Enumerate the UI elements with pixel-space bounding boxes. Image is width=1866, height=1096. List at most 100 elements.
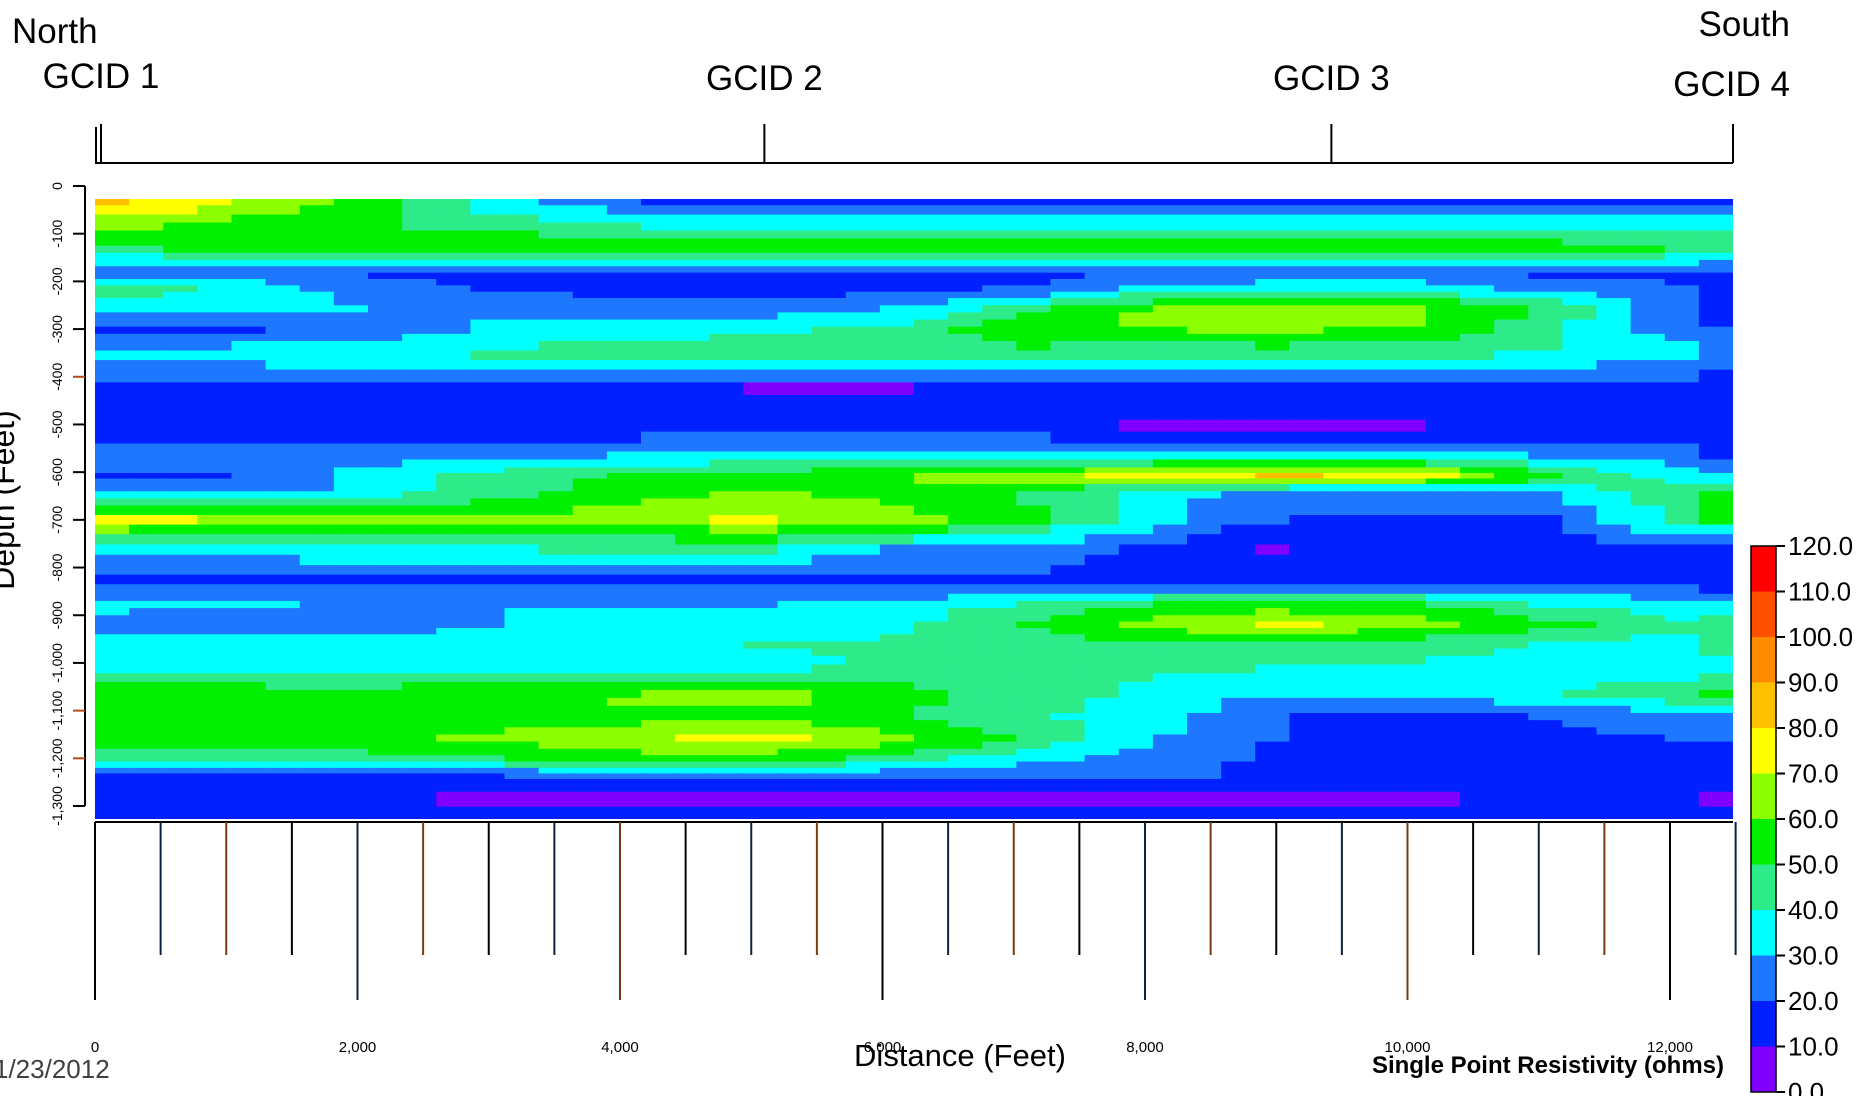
heatmap-cell (914, 326, 949, 335)
heatmap-cell (1698, 593, 1733, 602)
heatmap-cell (641, 491, 676, 499)
heatmap-cell (95, 472, 130, 480)
heatmap-cell (675, 382, 710, 396)
heatmap-cell (504, 608, 540, 616)
heatmap-cell (95, 727, 130, 736)
heatmap-cell (129, 720, 164, 728)
heatmap-cell (333, 778, 369, 786)
heatmap-cell (1630, 515, 1666, 526)
heatmap-cell (1221, 186, 1256, 196)
heatmap-cell (675, 259, 710, 267)
heatmap-cell (1221, 554, 1256, 566)
heatmap-cell (538, 472, 574, 480)
heatmap-cell (95, 285, 130, 293)
heatmap-cell (982, 305, 1017, 313)
heatmap-cell (709, 382, 744, 396)
heatmap-cell (1528, 350, 1563, 361)
heatmap-cell (1289, 491, 1325, 499)
heatmap-cell (1357, 524, 1393, 535)
heatmap-cell (811, 505, 847, 516)
heatmap-cell (538, 798, 574, 807)
heatmap-cell (1528, 734, 1563, 743)
heatmap-cell (845, 565, 881, 576)
heatmap-cell (1460, 491, 1495, 499)
heatmap-cell (777, 615, 813, 623)
heatmap-cell (845, 697, 881, 707)
heatmap-cell (1323, 312, 1359, 321)
heatmap-cell (265, 341, 301, 352)
heatmap-cell (1016, 350, 1052, 361)
heatmap-cell (1460, 407, 1495, 421)
heatmap-cell (811, 515, 847, 526)
heatmap-cell (1391, 682, 1427, 691)
heatmap-cell (675, 451, 710, 461)
heatmap-cell (1698, 326, 1733, 335)
heatmap-cell (402, 798, 437, 807)
heatmap-cell (538, 584, 574, 595)
heatmap-cell (1289, 627, 1325, 635)
heatmap-cell (436, 784, 471, 793)
heatmap-cell (743, 484, 779, 492)
heatmap-cell (1494, 222, 1529, 232)
heatmap-cell (1528, 431, 1563, 445)
heatmap-cell (1698, 312, 1733, 321)
heatmap-cell (606, 565, 642, 576)
heatmap-cell (606, 720, 642, 728)
heatmap-cell (641, 498, 676, 507)
heatmap-cell (1596, 778, 1632, 786)
heatmap-cell (231, 407, 267, 421)
heatmap-cell (1221, 291, 1256, 299)
heatmap-cell (368, 245, 403, 254)
heatmap-cell (265, 459, 301, 468)
heatmap-cell (1562, 382, 1598, 396)
heatmap-cell (709, 627, 744, 635)
heatmap-cell (572, 621, 608, 629)
heatmap-cell (1084, 252, 1120, 261)
heatmap-cell (1187, 761, 1222, 769)
heatmap-cell (982, 574, 1017, 585)
heatmap-cell (914, 467, 949, 474)
heatmap-cell (572, 534, 608, 546)
heatmap-cell (1084, 272, 1120, 280)
heatmap-cell (129, 326, 164, 335)
heatmap-cell (743, 574, 779, 585)
heatmap-cell (197, 279, 233, 286)
heatmap-cell (1630, 505, 1666, 516)
heatmap-cell (845, 451, 881, 461)
heatmap-cell (231, 341, 267, 352)
heatmap-cell (811, 341, 847, 352)
heatmap-cell (1528, 369, 1563, 383)
heatmap-cell (709, 767, 744, 775)
heatmap-cell (1494, 784, 1529, 793)
heatmap-cell (1630, 259, 1666, 267)
heatmap-cell (538, 784, 574, 793)
heatmap-cell (95, 784, 130, 793)
heatmap-cell (333, 326, 369, 335)
heatmap-cell (845, 443, 881, 453)
heatmap-cell (1425, 584, 1461, 595)
heatmap-cell (1698, 272, 1733, 280)
heatmap-cell (641, 798, 676, 807)
heatmap-cell (163, 761, 198, 769)
heatmap-cell (1323, 641, 1359, 650)
heatmap-cell (743, 472, 779, 480)
heatmap-cell (1118, 778, 1154, 786)
heatmap-cell (1494, 627, 1529, 635)
heatmap-cell (470, 238, 506, 247)
heatmap-cell (1528, 199, 1563, 206)
colorbar-tick-label: 100.0 (1788, 622, 1853, 652)
heatmap-cell (1357, 305, 1393, 313)
heatmap-cell (1528, 720, 1563, 728)
heatmap-cell (675, 648, 710, 657)
heatmap-cell (641, 484, 676, 492)
heatmap-cell (1425, 407, 1461, 421)
heatmap-cell (538, 341, 574, 352)
heatmap-cell (1357, 705, 1393, 714)
heatmap-cell (1425, 565, 1461, 576)
heatmap-cell (1050, 705, 1086, 714)
heatmap-cell (1391, 252, 1427, 261)
heatmap-cell (743, 600, 779, 609)
heatmap-cell (572, 407, 608, 421)
heatmap-cell (1050, 689, 1086, 699)
heatmap-cell (1323, 524, 1359, 535)
